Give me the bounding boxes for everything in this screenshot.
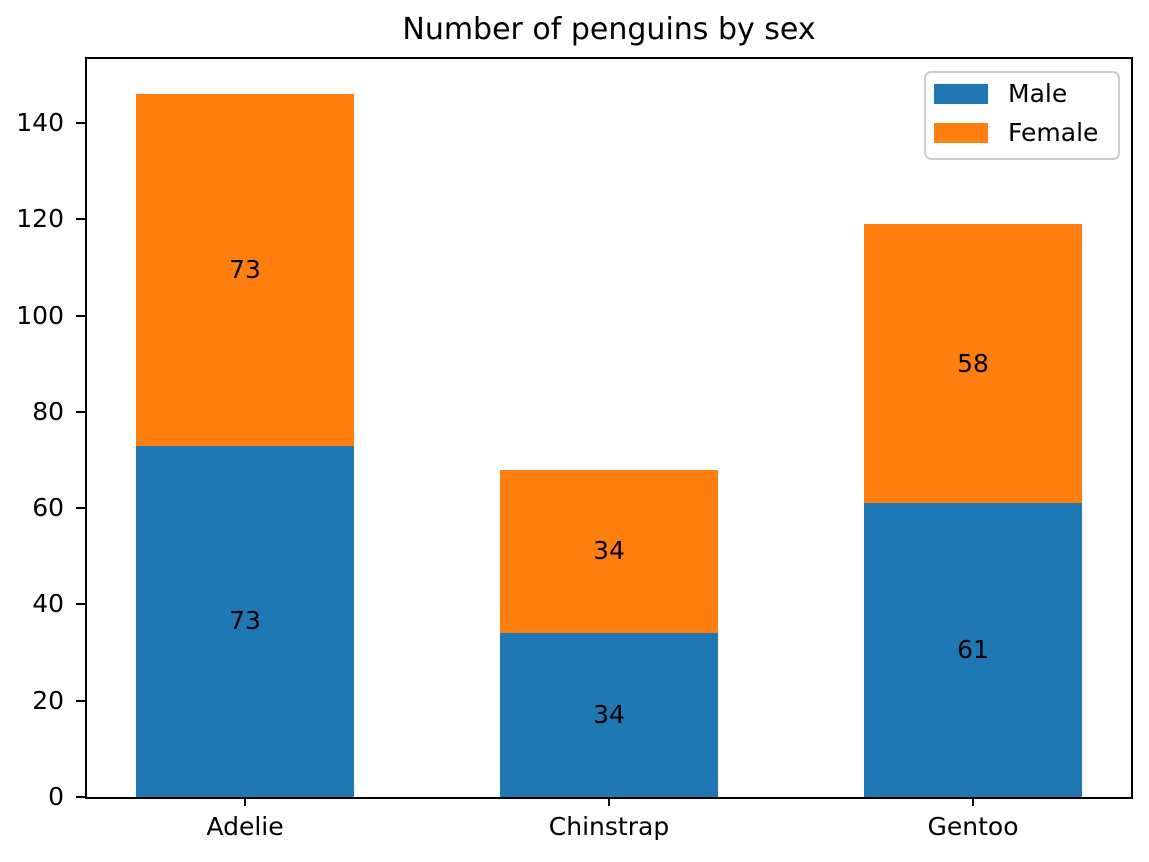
bar-segment-adelie-female xyxy=(136,94,354,446)
legend-swatch-female xyxy=(934,123,988,143)
x-tick-mark xyxy=(244,797,246,806)
y-tick-mark xyxy=(76,410,85,413)
y-tick-label-20: 20 xyxy=(32,685,64,715)
legend-label-male: Male xyxy=(1008,79,1068,108)
y-tick-label-40: 40 xyxy=(32,589,64,619)
legend: Male Female xyxy=(924,71,1120,160)
bar-value-label-chinstrap-male: 34 xyxy=(593,700,625,730)
bar-segment-gentoo-female xyxy=(864,224,1082,504)
bar-value-label-chinstrap-female: 34 xyxy=(593,536,625,566)
y-tick-label-140: 140 xyxy=(16,108,64,138)
y-tick-mark xyxy=(76,122,85,125)
bar-value-label-gentoo-male: 61 xyxy=(957,635,989,665)
x-tick-label-adelie: Adelie xyxy=(206,812,284,841)
bar-value-label-gentoo-female: 58 xyxy=(957,348,989,378)
y-tick-mark xyxy=(76,796,85,798)
bar-segment-chinstrap-female xyxy=(500,469,718,634)
bar-value-label-adelie-male: 73 xyxy=(229,606,261,636)
bar-segment-chinstrap-male xyxy=(500,633,718,797)
x-tick-label-chinstrap: Chinstrap xyxy=(548,812,670,841)
x-tick-label-gentoo: Gentoo xyxy=(927,812,1019,841)
y-tick-label-0: 0 xyxy=(48,782,64,811)
y-tick-mark xyxy=(76,603,85,606)
y-tick-label-120: 120 xyxy=(16,204,64,234)
bar-segment-adelie-male xyxy=(136,445,354,797)
y-tick-mark xyxy=(76,507,85,510)
bar-value-label-adelie-female: 73 xyxy=(229,254,261,284)
y-tick-mark xyxy=(76,218,85,221)
legend-swatch-male xyxy=(934,84,988,104)
chart-title: Number of penguins by sex xyxy=(402,12,816,47)
legend-label-female: Female xyxy=(1008,118,1099,147)
y-tick-label-80: 80 xyxy=(32,396,64,426)
bar-segment-gentoo-male xyxy=(864,503,1082,797)
x-tick-mark xyxy=(608,797,610,806)
y-tick-label-100: 100 xyxy=(16,300,64,330)
y-tick-mark xyxy=(76,699,85,702)
y-tick-label-60: 60 xyxy=(32,493,64,523)
y-tick-mark xyxy=(76,314,85,317)
x-tick-mark xyxy=(972,797,974,806)
